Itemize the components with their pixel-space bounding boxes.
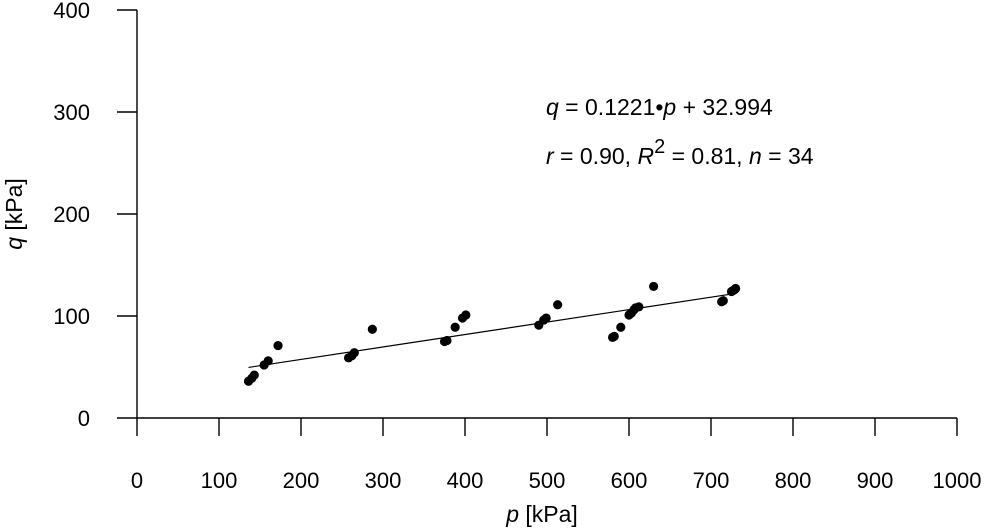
y-axis-unit: [kPa] [1,178,27,237]
x-tick-label: 800 [775,468,812,493]
x-tick-label: 300 [365,468,402,493]
equation-p-symbol: p [662,94,676,120]
data-point [349,348,359,358]
x-tick-label: 900 [857,468,894,493]
data-point [649,281,659,292]
y-tick-label: 300 [53,100,90,125]
x-tick-label: 500 [529,468,566,493]
data-point [263,356,273,366]
data-point [461,310,471,320]
data-point [367,324,377,334]
y-tick-label: 100 [53,304,90,329]
data-point [450,322,460,332]
equation-q-symbol: q [546,94,559,120]
x-axis-ticks: 0 100 200 300 400 500 600 700 800 900 1000 [131,418,982,493]
data-points [243,281,741,386]
x-tick-label: 200 [283,468,320,493]
x-axis-symbol: p [505,501,519,527]
data-point [634,302,644,312]
y-tick-label: 200 [53,202,90,227]
y-tick-label: 400 [53,0,90,23]
stat-rsquared-value: = 0.81, [665,143,749,169]
chart-axes [136,10,957,419]
stat-rsquared-symbol: R [637,143,654,169]
trendline [248,292,736,369]
x-tick-label: 1000 [933,468,982,493]
stat-r-symbol: r [546,143,555,169]
data-point [609,331,619,341]
x-tick-label: 100 [201,468,238,493]
x-tick-label: 600 [611,468,648,493]
y-axis-ticks: 0 100 200 300 400 [53,0,137,431]
stat-r-value: = 0.90, [554,143,638,169]
x-tick-label: 400 [447,468,484,493]
data-point [249,370,259,380]
data-point [731,283,741,294]
equation-middle-text: = 0.1221• [559,94,664,120]
x-tick-label: 700 [693,468,730,493]
data-point [553,300,563,310]
regression-equation: q = 0.1221•p + 32.994 [546,94,773,120]
stat-rsquared-superscript: 2 [654,136,665,158]
data-point [541,313,551,323]
stat-n-symbol: n [749,143,762,169]
x-tick-label: 0 [131,468,143,493]
x-axis-label: p [kPa] [505,501,578,527]
stat-n-value: = 34 [762,143,814,169]
data-point [273,340,283,351]
data-point [616,322,626,332]
x-axis-unit: [kPa] [519,501,578,527]
data-point [718,296,728,306]
y-axis-label: q [kPa] [1,178,27,250]
equation-tail-text: + 32.994 [676,94,773,120]
y-tick-label: 0 [78,406,90,431]
y-axis-symbol: q [1,237,27,250]
regression-statistics: r = 0.90, R2 = 0.81, n = 34 [546,136,814,169]
data-point [442,335,452,346]
